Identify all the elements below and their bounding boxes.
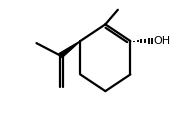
Text: OH: OH xyxy=(154,36,171,46)
Polygon shape xyxy=(59,41,80,58)
